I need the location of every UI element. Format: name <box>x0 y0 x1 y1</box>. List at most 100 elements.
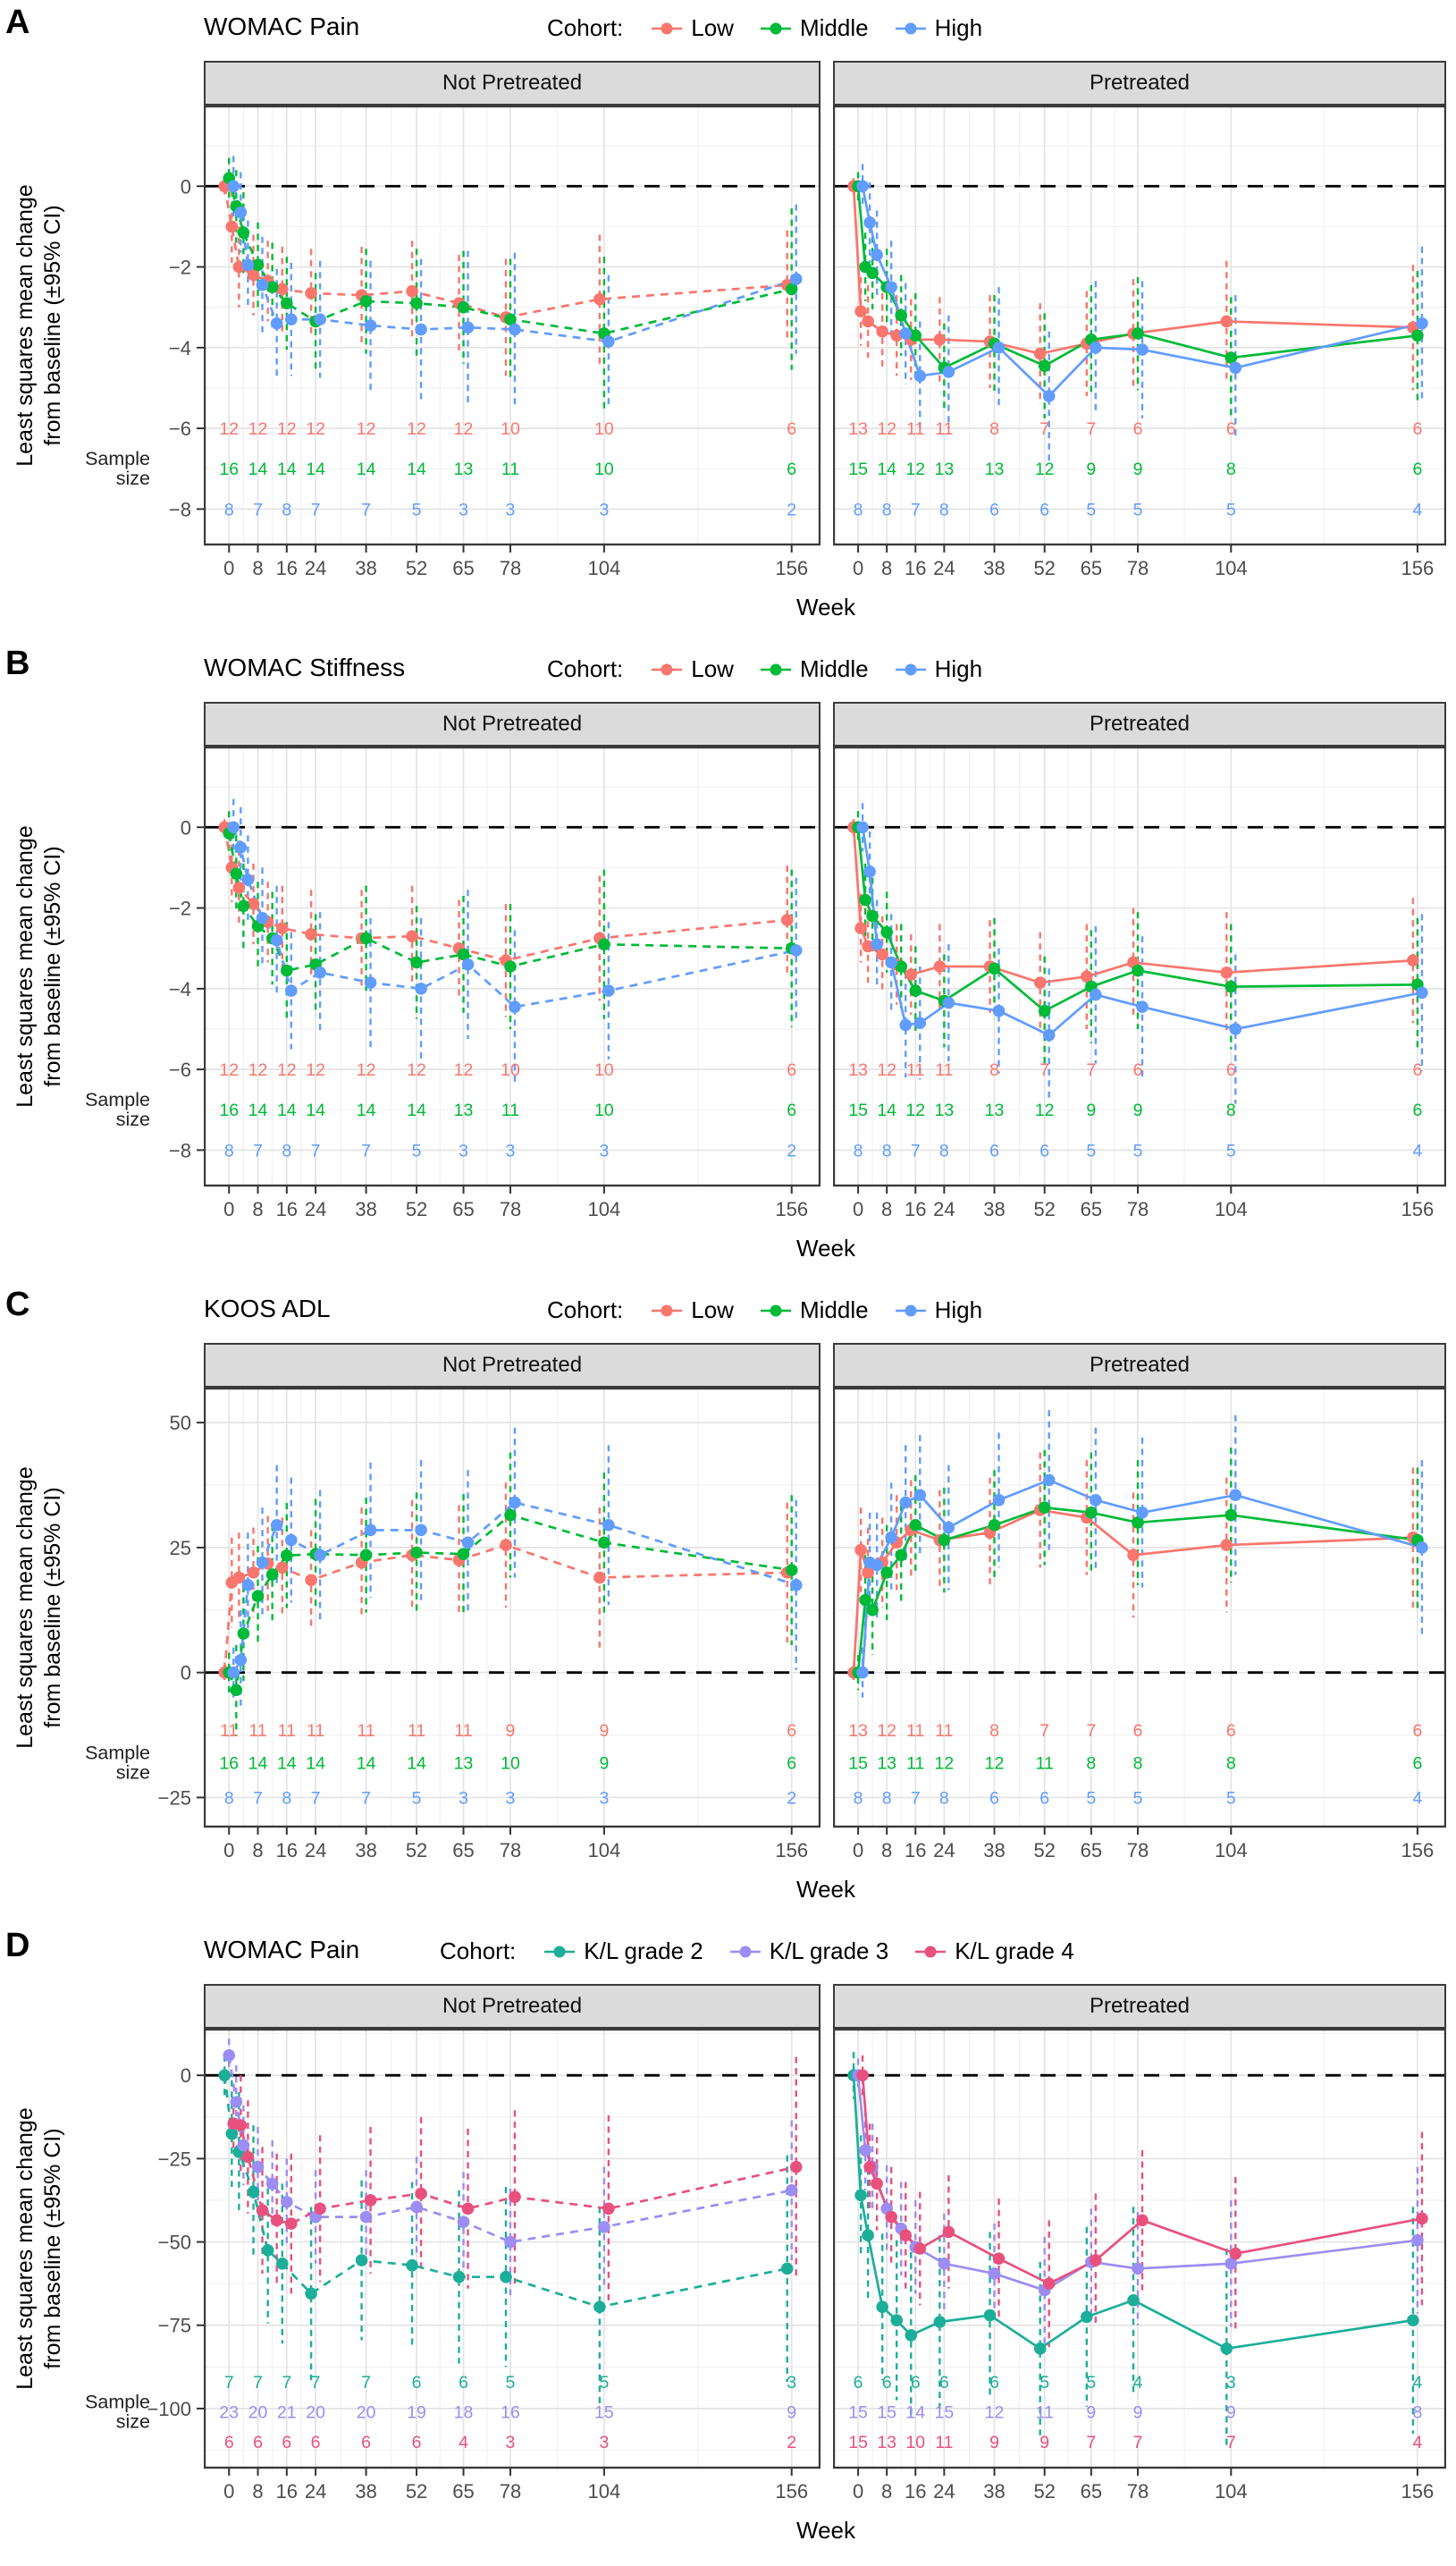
legend: Cohort: Low Middle High <box>547 1296 982 1324</box>
svg-text:6: 6 <box>361 2433 371 2452</box>
svg-text:7: 7 <box>253 1788 263 1808</box>
svg-text:38: 38 <box>983 1839 1005 1861</box>
legend-item-k-l-grade-4: K/L grade 4 <box>913 1937 1074 1965</box>
sample-size-label: Sample size <box>85 1089 150 1130</box>
svg-text:8: 8 <box>854 1788 863 1808</box>
series-points-High <box>227 180 803 348</box>
svg-text:3: 3 <box>459 500 468 519</box>
svg-text:16: 16 <box>219 1753 239 1773</box>
svg-text:78: 78 <box>500 557 521 579</box>
svg-text:8: 8 <box>1133 1753 1143 1773</box>
svg-text:6: 6 <box>989 2373 999 2393</box>
svg-text:8: 8 <box>882 500 892 519</box>
series-points-K/L grade 3 <box>223 2049 798 2249</box>
svg-text:6: 6 <box>1412 1721 1422 1741</box>
svg-text:11: 11 <box>501 1101 519 1120</box>
svg-text:20: 20 <box>248 2403 268 2423</box>
panel-border <box>204 747 821 1187</box>
svg-text:8: 8 <box>1226 460 1236 479</box>
x-axis-title: Week <box>796 1876 855 1903</box>
svg-text:4: 4 <box>1133 2373 1143 2393</box>
svg-text:11: 11 <box>906 1721 924 1741</box>
x-axis-ticks: 0 8 16 24 38 52 65 78 104 156 <box>853 1827 1434 1861</box>
svg-text:78: 78 <box>1127 557 1149 579</box>
y-axis-title-line1: Least squares mean change <box>12 184 38 467</box>
svg-text:16: 16 <box>219 460 239 479</box>
svg-text:−75: −75 <box>158 2315 191 2337</box>
facets: Not Pretreated 11 11 11 11 11 11 11 9 9 6 16 14 14 14… <box>204 1343 1446 1874</box>
svg-text:38: 38 <box>355 557 376 579</box>
svg-text:52: 52 <box>406 2480 427 2503</box>
svg-text:19: 19 <box>407 2403 426 2423</box>
facet-plot: 12 12 12 12 12 12 12 10 10 6 16 14 14 14 14 14 13 11 10 6 8 7… <box>204 747 821 1233</box>
svg-text:14: 14 <box>357 460 376 479</box>
svg-text:14: 14 <box>277 1753 297 1773</box>
svg-text:6: 6 <box>1412 1101 1422 1120</box>
svg-text:16: 16 <box>501 2403 520 2423</box>
panel-title: WOMAC Stiffness <box>204 654 406 681</box>
svg-text:5: 5 <box>506 2373 516 2393</box>
svg-text:13: 13 <box>935 460 955 479</box>
svg-text:6: 6 <box>253 2433 263 2452</box>
svg-text:3: 3 <box>599 2433 609 2452</box>
svg-text:3: 3 <box>1226 2373 1236 2393</box>
sample-size-row-Low: 12 12 12 12 12 12 12 10 10 6 <box>219 1060 796 1080</box>
svg-text:15: 15 <box>848 1101 868 1120</box>
svg-text:52: 52 <box>1033 557 1055 579</box>
y-axis-chart: 0 −2 −4 −6 −8 Sample size <box>85 175 204 520</box>
svg-text:8: 8 <box>939 1788 949 1808</box>
svg-text:6: 6 <box>1039 1788 1049 1808</box>
facet-strip: Pretreated <box>833 1984 1446 2029</box>
y-axis-title: Least squares mean change from baseline … <box>0 61 79 592</box>
x-axis-ticks: 0 8 16 24 38 52 65 78 104 156 <box>223 1827 808 1861</box>
svg-text:65: 65 <box>1081 1839 1102 1861</box>
panel-body: Least squares mean change from baseline … <box>0 61 1456 592</box>
legend-item-label: Middle <box>799 14 869 41</box>
svg-text:9: 9 <box>1133 1101 1143 1120</box>
facet-strip-label: Not Pretreated <box>442 71 583 95</box>
panel-A: A WOMAC Pain Cohort: Low Middle High Least… <box>0 0 1456 641</box>
svg-text:5: 5 <box>1133 1788 1143 1808</box>
sample-size-row-Low: 11 11 11 11 11 11 11 9 9 6 <box>220 1721 796 1741</box>
facet-pretreated: Pretreated 13 12 11 11 8 7 7 6 6 6 15 14 12 13 13 12 9 9 8… <box>833 61 1446 592</box>
facet-chart: 13 12 11 11 8 7 7 6 6 615 13 11 12 12 11 8 8 8 68 8 7 8 6 6 5 5 5 4… <box>833 1388 1446 1861</box>
svg-text:8: 8 <box>1412 2403 1422 2423</box>
svg-text:6: 6 <box>459 2373 468 2393</box>
facet-strip-label: Pretreated <box>1089 712 1191 736</box>
svg-text:20: 20 <box>306 2403 325 2423</box>
svg-text:0: 0 <box>223 557 234 579</box>
svg-text:21: 21 <box>277 2403 297 2423</box>
svg-text:7: 7 <box>1039 419 1049 439</box>
svg-text:4: 4 <box>459 2433 468 2452</box>
svg-text:6: 6 <box>412 2433 422 2452</box>
svg-text:9: 9 <box>1086 2403 1096 2423</box>
svg-text:9: 9 <box>506 1721 516 1741</box>
svg-text:78: 78 <box>1127 1839 1149 1861</box>
svg-text:104: 104 <box>1215 2480 1248 2503</box>
svg-text:11: 11 <box>935 419 953 439</box>
svg-text:6: 6 <box>1226 419 1236 439</box>
series-points-Low <box>218 1539 794 1679</box>
svg-text:9: 9 <box>787 2403 796 2423</box>
svg-text:−25: −25 <box>158 1786 191 1809</box>
svg-text:104: 104 <box>588 1198 621 1220</box>
panel-B: B WOMAC Stiffness Cohort: Low Middle High … <box>0 641 1456 1282</box>
svg-text:15: 15 <box>594 2403 614 2423</box>
svg-text:3: 3 <box>506 500 516 519</box>
svg-text:10: 10 <box>501 1753 520 1773</box>
svg-text:6: 6 <box>787 1753 796 1773</box>
svg-text:7: 7 <box>253 500 263 519</box>
facet-strip-label: Pretreated <box>1089 1353 1191 1377</box>
series-points-High <box>227 1496 803 1679</box>
svg-text:7: 7 <box>311 2373 321 2393</box>
series-points-High <box>856 821 1428 1042</box>
svg-text:15: 15 <box>848 2403 868 2423</box>
series-points-K/L grade 2 <box>218 2069 794 2314</box>
grid-minor <box>833 2029 1446 2469</box>
svg-text:6: 6 <box>787 419 796 439</box>
svg-text:14: 14 <box>248 1101 268 1120</box>
